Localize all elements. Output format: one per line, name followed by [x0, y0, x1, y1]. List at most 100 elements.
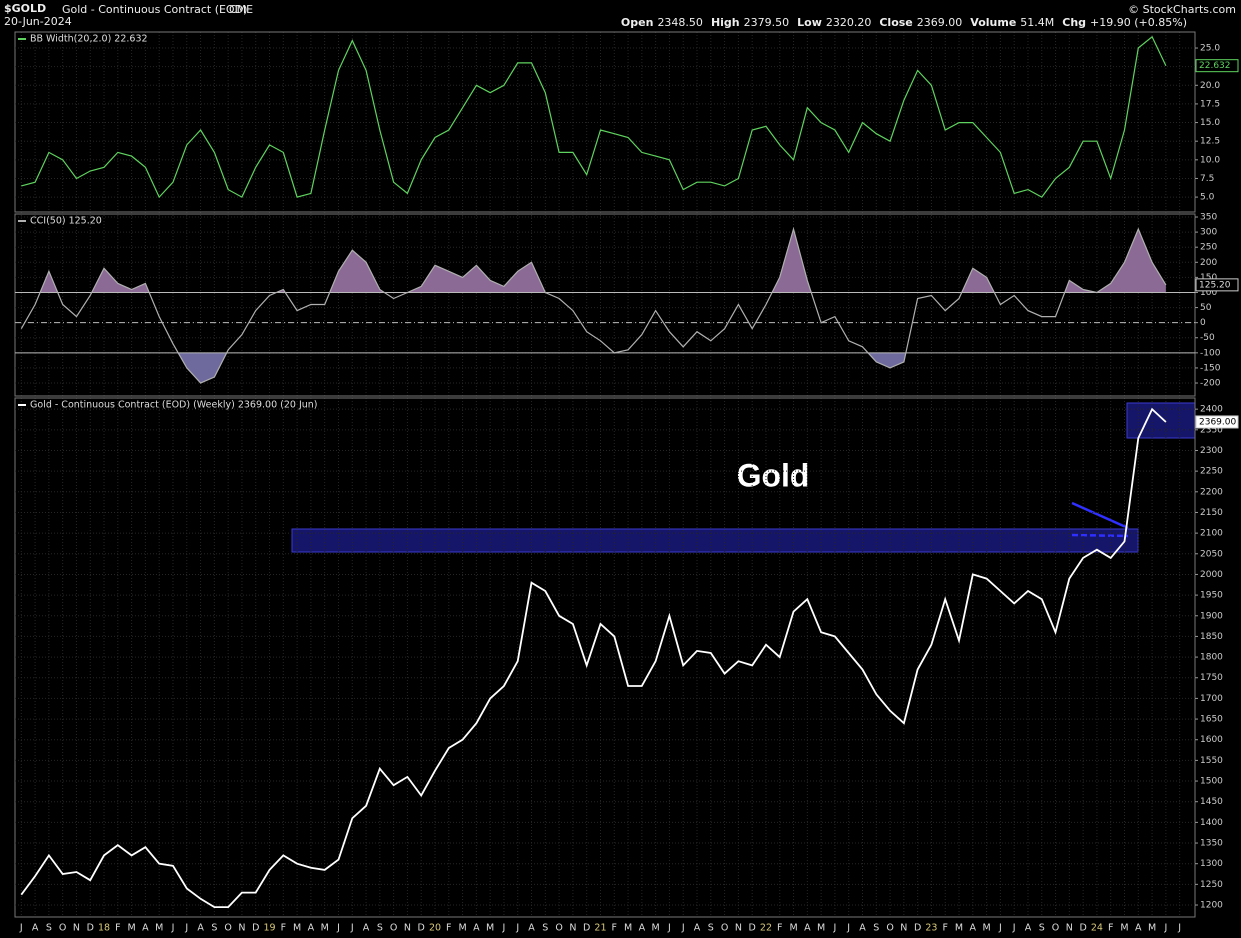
- x-tick-label: S: [1039, 923, 1045, 934]
- y-tick-label: 1450: [1200, 797, 1223, 807]
- y-tick-label: -200: [1200, 379, 1221, 389]
- x-tick-label: N: [735, 923, 742, 934]
- x-tick-label: S: [542, 923, 548, 934]
- x-tick-label: M: [652, 923, 660, 934]
- x-tick-label: O: [224, 923, 231, 934]
- y-tick-label: 1600: [1200, 735, 1223, 745]
- x-tick-label: 24: [1091, 923, 1103, 934]
- x-tick-label: J: [19, 923, 23, 934]
- value-tag: 125.20: [1199, 280, 1231, 290]
- symbol: $GOLD: [4, 2, 46, 15]
- y-tick-label: 1500: [1200, 777, 1223, 787]
- y-tick-label: 150: [1200, 273, 1217, 283]
- x-tick-label: D: [749, 923, 756, 934]
- x-tick-label: M: [128, 923, 136, 934]
- x-tick-label: O: [1052, 923, 1059, 934]
- y-tick-label: 2350: [1200, 425, 1223, 435]
- x-tick-label: F: [942, 923, 947, 934]
- x-tick-label: O: [721, 923, 728, 934]
- x-tick-label: A: [363, 923, 370, 934]
- x-tick-label: J: [515, 923, 519, 934]
- x-tick-label: F: [612, 923, 617, 934]
- x-tick-label: S: [873, 923, 879, 934]
- y-tick-label: 5.0: [1200, 193, 1215, 203]
- x-tick-label: O: [59, 923, 66, 934]
- x-tick-label: D: [583, 923, 590, 934]
- x-tick-label: O: [555, 923, 562, 934]
- quote-line: +19.90 (+0.85%) Chg 51.4M Volume 2369.00 Clos…: [621, 16, 1187, 29]
- x-tick-label: A: [859, 923, 866, 934]
- x-tick-label: M: [155, 923, 163, 934]
- exchange: CME: [229, 3, 253, 16]
- x-tick-label: M: [486, 923, 494, 934]
- x-tick-label: 23: [925, 923, 937, 934]
- x-tick-label: A: [804, 923, 811, 934]
- y-tick-label: 2200: [1200, 487, 1223, 497]
- y-tick-label: 100: [1200, 288, 1217, 298]
- y-tick-label: 250: [1200, 243, 1217, 253]
- quote-label: Chg: [1062, 16, 1086, 29]
- quote-label: Low: [797, 16, 822, 29]
- x-tick-label: M: [293, 923, 301, 934]
- x-tick-label: A: [694, 923, 701, 934]
- top-zone: [1126, 402, 1196, 439]
- x-tick-label: M: [321, 923, 329, 934]
- y-tick-label: 300: [1200, 228, 1217, 238]
- quote-value: 2369.00: [917, 16, 963, 29]
- y-tick-label: 200: [1200, 258, 1217, 268]
- x-tick-label: 18: [98, 923, 110, 934]
- value-tag: 2369.00: [1199, 417, 1236, 427]
- x-tick-label: J: [184, 923, 188, 934]
- x-tick-label: M: [458, 923, 466, 934]
- y-tick-label: 25.0: [1200, 44, 1220, 54]
- y-tick-label: 2300: [1200, 446, 1223, 456]
- x-tick-label: D: [914, 923, 921, 934]
- y-tick-label: 1550: [1200, 756, 1223, 766]
- value-tag-box: [1195, 278, 1239, 292]
- value-tag-box: [1195, 59, 1239, 73]
- y-tick-label: 20.0: [1200, 81, 1220, 91]
- x-tick-label: N: [569, 923, 576, 934]
- y-tick-label: 7.5: [1200, 174, 1214, 184]
- x-tick-label: D: [87, 923, 94, 934]
- y-tick-label: 1950: [1200, 591, 1223, 601]
- y-tick-label: 15.0: [1200, 118, 1220, 128]
- x-tick-label: J: [350, 923, 354, 934]
- y-tick-label: 1700: [1200, 694, 1223, 704]
- y-tick-label: 1400: [1200, 818, 1223, 828]
- triangle-bottom: [1071, 533, 1129, 538]
- x-tick-label: N: [73, 923, 80, 934]
- panel-title: BB Width(20,2.0) 22.632: [30, 34, 148, 45]
- y-tick-label: 50: [1200, 303, 1212, 313]
- x-tick-label: J: [1012, 923, 1016, 934]
- panel-frame: [14, 31, 1196, 213]
- y-tick-label: 1850: [1200, 632, 1223, 642]
- y-tick-label: 1250: [1200, 880, 1223, 890]
- x-tick-label: F: [281, 923, 286, 934]
- x-tick-label: N: [404, 923, 411, 934]
- x-tick-label: O: [390, 923, 397, 934]
- y-tick-label: 2050: [1200, 549, 1223, 559]
- x-tick-label: 20: [429, 923, 441, 934]
- y-tick-label: 1650: [1200, 715, 1223, 725]
- x-tick-label: A: [142, 923, 149, 934]
- x-tick-label: M: [789, 923, 797, 934]
- x-tick-label: D: [1079, 923, 1086, 934]
- panel-title: Gold - Continuous Contract (EOD) (Weekly…: [30, 400, 318, 411]
- x-tick-label: A: [308, 923, 315, 934]
- quote-label: High: [711, 16, 740, 29]
- x-tick-label: A: [32, 923, 39, 934]
- x-tick-label: F: [446, 923, 451, 934]
- quote-label: Close: [879, 16, 912, 29]
- x-tick-label: J: [998, 923, 1002, 934]
- y-tick-label: 1300: [1200, 859, 1223, 869]
- y-tick-label: 1350: [1200, 839, 1223, 849]
- y-tick-label: 2150: [1200, 508, 1223, 518]
- x-tick-label: A: [639, 923, 646, 934]
- series-line: [21, 35, 1167, 199]
- x-tick-label: M: [817, 923, 825, 934]
- quote-label: Volume: [970, 16, 1016, 29]
- x-tick-label: N: [900, 923, 907, 934]
- x-tick-label: N: [238, 923, 245, 934]
